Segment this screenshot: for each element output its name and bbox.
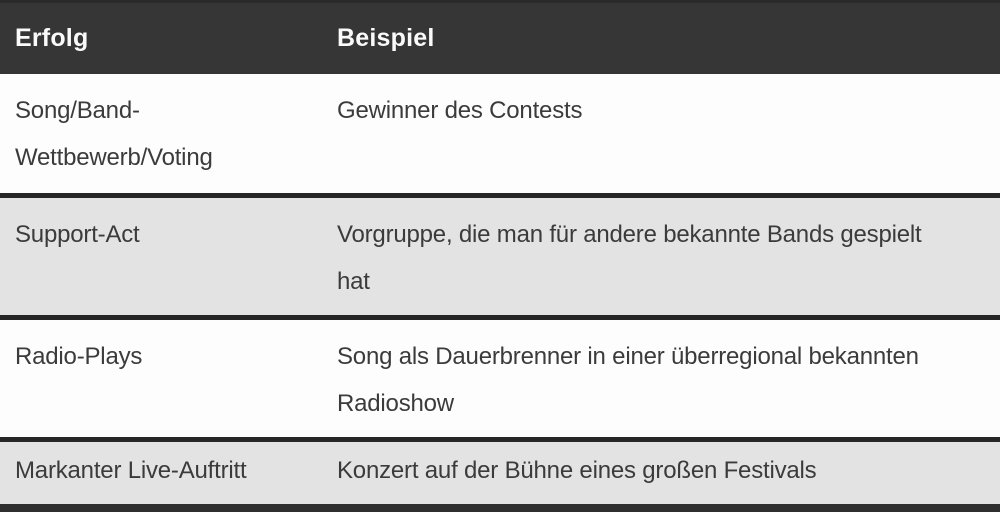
cell-beispiel: Vorgruppe, die man für andere bekannte B… (337, 221, 922, 295)
erfolg-beispiel-table: Erfolg Beispiel Song/Band-Wettbewerb/Vot… (0, 0, 1000, 512)
cell-erfolg: Support-Act (15, 221, 140, 248)
cell-beispiel: Konzert auf der Bühne eines großen Festi… (337, 457, 817, 484)
cell-beispiel: Song als Dauerbrenner in einer überregio… (337, 343, 919, 417)
cell-erfolg: Radio-Plays (15, 343, 143, 370)
table-row: Support-Act Vorgruppe, die man für ander… (0, 195, 1000, 318)
column-header-beispiel: Beispiel (322, 0, 1000, 74)
cell-erfolg: Markanter Live-Auftritt (15, 457, 247, 484)
table-row: Radio-Plays Song als Dauerbrenner in ein… (0, 317, 1000, 440)
table-header-row: Erfolg Beispiel (0, 0, 1000, 74)
cell-erfolg: Song/Band-Wettbewerb/Voting (15, 96, 213, 171)
column-header-erfolg: Erfolg (0, 0, 322, 74)
table-row: Song/Band-Wettbewerb/Voting Gewinner des… (0, 73, 1000, 196)
cell-beispiel: Gewinner des Contests (337, 96, 583, 124)
table-row: Markanter Live-Auftritt Konzert auf der … (0, 439, 1000, 508)
